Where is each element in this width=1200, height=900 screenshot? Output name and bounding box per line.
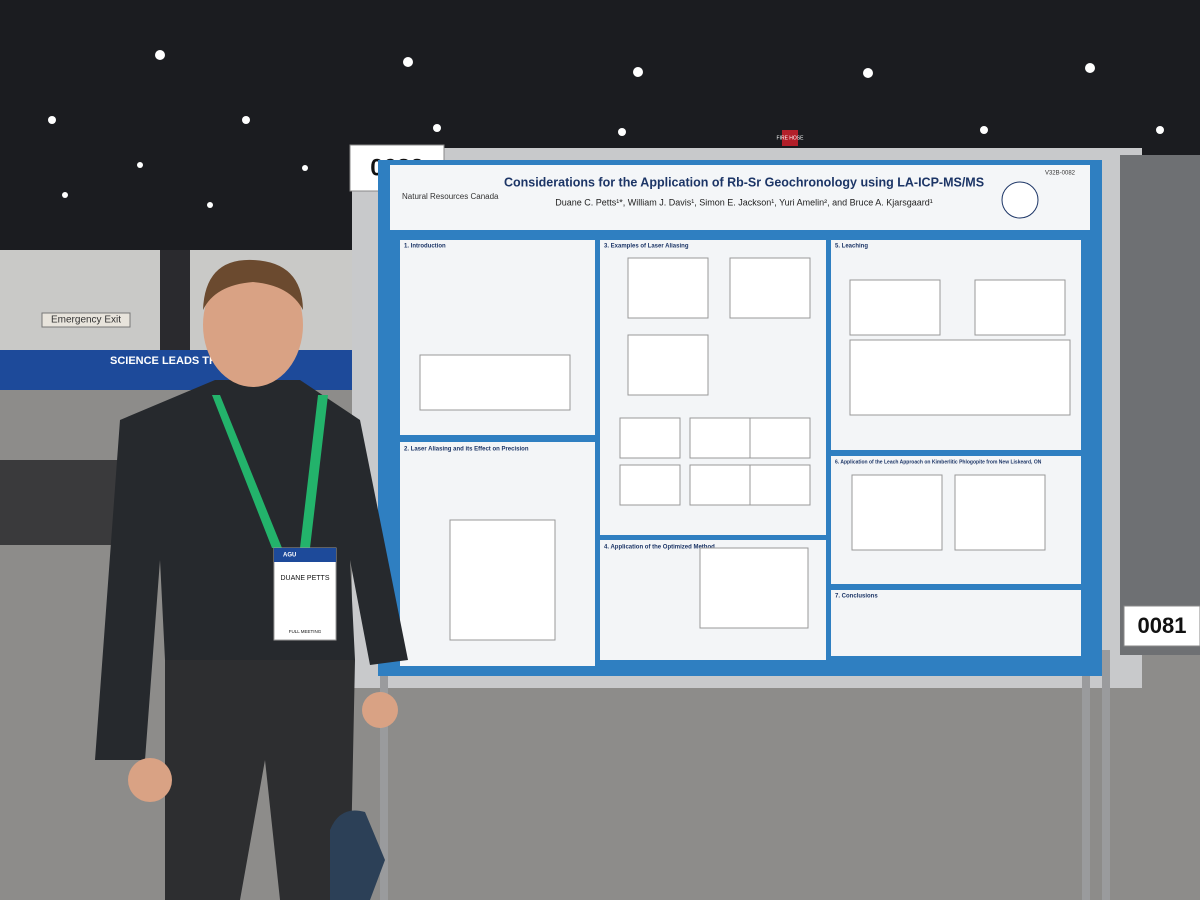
shape	[954, 474, 1046, 551]
shape	[729, 257, 811, 319]
badge	[273, 547, 337, 641]
shape	[48, 116, 56, 124]
shape	[1085, 63, 1095, 73]
exit-sign	[41, 312, 131, 328]
shape	[618, 128, 626, 136]
poster-figures	[419, 257, 1071, 641]
person-head	[203, 263, 303, 387]
logo	[1001, 181, 1039, 219]
person-shirt	[95, 380, 408, 760]
shape	[155, 50, 165, 60]
backpack	[330, 810, 385, 900]
shape	[831, 590, 1081, 656]
poster-org: Natural Resources Canada	[402, 192, 499, 201]
shape	[619, 464, 681, 506]
section-heading: 3. Examples of Laser Aliasing	[604, 244, 689, 250]
shape	[242, 116, 250, 124]
pillar	[160, 250, 190, 360]
section-heading: 5. Leaching	[835, 244, 868, 250]
shape	[749, 417, 811, 459]
ceiling-lights	[48, 50, 1164, 208]
person-pants	[165, 660, 355, 900]
section-heading: 7. Conclusions	[835, 594, 878, 600]
badge-org: AGU	[283, 553, 296, 559]
shape	[137, 162, 143, 168]
shape	[749, 464, 811, 506]
badge-type: FULL MEETING	[289, 629, 322, 634]
shape	[627, 334, 709, 396]
board-leg	[1102, 650, 1110, 900]
poster-title: Considerations for the Application of Rb…	[504, 175, 984, 189]
shape	[419, 354, 571, 411]
section-heading: 4. Application of the Optimized Method	[604, 545, 715, 551]
shape	[863, 68, 873, 78]
shape	[433, 124, 441, 132]
poster-code: V32B-0082	[1045, 171, 1076, 177]
adjacent-poster-number: 0081	[1138, 613, 1187, 638]
shape	[980, 126, 988, 134]
shape	[627, 257, 709, 319]
shape	[689, 464, 751, 506]
badge-name: DUANE PETTS	[280, 575, 329, 582]
section-heading: 1. Introduction	[404, 244, 446, 250]
poster-authors: Duane C. Petts¹*, William J. Davis¹, Sim…	[555, 197, 932, 207]
person-hand	[362, 692, 398, 728]
shape	[633, 67, 643, 77]
shape	[851, 474, 943, 551]
lanyard	[212, 395, 328, 548]
shape	[1156, 126, 1164, 134]
shape	[207, 202, 213, 208]
shape	[449, 519, 556, 641]
shape	[849, 279, 941, 336]
person-hair	[203, 259, 303, 310]
board-leg	[1082, 650, 1090, 900]
shape	[302, 165, 308, 171]
poster-header	[390, 165, 1090, 230]
board-leg	[380, 660, 388, 900]
shape	[849, 339, 1071, 416]
fire-hose-sign	[782, 130, 798, 146]
shape	[62, 192, 68, 198]
shape	[974, 279, 1066, 336]
shape	[403, 57, 413, 67]
shape	[699, 547, 809, 629]
section-heading: 6. Application of the Leach Approach on …	[835, 459, 1042, 465]
poster-section-headings: 1. Introduction 2. Laser Aliasing and it…	[404, 244, 1042, 600]
adjacent-board	[1120, 155, 1200, 655]
shape	[619, 417, 681, 459]
fire-hose-label: FIRE HOSE	[777, 135, 805, 141]
section-heading: 2. Laser Aliasing and its Effect on Prec…	[404, 447, 529, 453]
adjacent-number-card	[1123, 605, 1200, 647]
shape	[689, 417, 751, 459]
person-hand	[128, 758, 172, 802]
badge-header	[274, 548, 336, 562]
exit-sign-label: Emergency Exit	[51, 315, 121, 326]
